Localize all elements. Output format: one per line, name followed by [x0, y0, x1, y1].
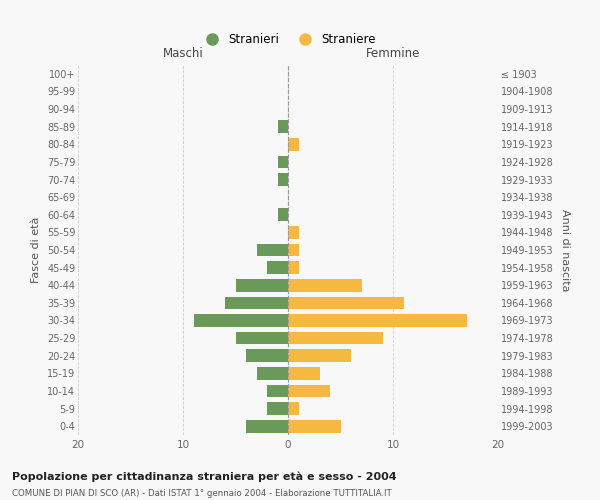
Text: Popolazione per cittadinanza straniera per età e sesso - 2004: Popolazione per cittadinanza straniera p… — [12, 472, 397, 482]
Bar — [257, 367, 288, 380]
Bar — [277, 208, 288, 221]
Bar — [267, 384, 288, 398]
Bar — [277, 156, 288, 168]
Bar — [277, 120, 288, 133]
Text: COMUNE DI PIAN DI SCO (AR) - Dati ISTAT 1° gennaio 2004 - Elaborazione TUTTITALI: COMUNE DI PIAN DI SCO (AR) - Dati ISTAT … — [12, 489, 392, 498]
Text: Maschi: Maschi — [163, 46, 203, 60]
Bar — [257, 244, 288, 256]
Bar — [288, 420, 341, 432]
Bar — [246, 420, 288, 432]
Bar — [225, 296, 288, 309]
Bar — [288, 226, 299, 238]
Bar — [288, 350, 351, 362]
Bar — [288, 367, 320, 380]
Bar — [235, 279, 288, 291]
Legend: Stranieri, Straniere: Stranieri, Straniere — [195, 28, 381, 51]
Bar — [267, 402, 288, 415]
Bar — [288, 314, 467, 327]
Y-axis label: Fasce di età: Fasce di età — [31, 217, 41, 283]
Bar — [277, 173, 288, 186]
Bar — [235, 332, 288, 344]
Bar — [288, 332, 383, 344]
Bar — [288, 296, 404, 309]
Bar — [288, 384, 330, 398]
Y-axis label: Anni di nascita: Anni di nascita — [560, 209, 570, 291]
Bar — [288, 279, 361, 291]
Bar — [288, 262, 299, 274]
Bar — [267, 262, 288, 274]
Bar — [288, 402, 299, 415]
Text: Femmine: Femmine — [366, 46, 420, 60]
Bar — [288, 244, 299, 256]
Bar — [246, 350, 288, 362]
Bar — [193, 314, 288, 327]
Bar — [288, 138, 299, 150]
